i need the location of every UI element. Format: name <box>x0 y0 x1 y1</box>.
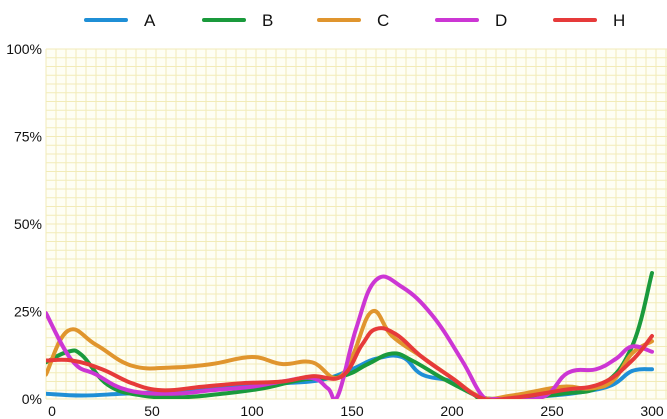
y-tick-label: 0% <box>22 391 42 407</box>
series-line-D <box>46 274 654 399</box>
x-tick-label: 0 <box>48 403 56 419</box>
y-tick-label: 75% <box>14 129 42 145</box>
legend-label-A: A <box>144 11 156 30</box>
y-tick-label: 100% <box>6 41 42 57</box>
x-tick-label: 200 <box>440 403 464 419</box>
legend-label-C: C <box>377 11 389 30</box>
series-line-H <box>46 326 654 399</box>
x-tick-label: 150 <box>340 403 364 419</box>
series-lines <box>46 271 654 399</box>
x-tick-label: 100 <box>240 403 264 419</box>
axis-tick-labels: 0% 25% 50% 75% 100% 0 50 100 150 200 250 300 <box>6 41 664 419</box>
x-tick-label: 250 <box>540 403 564 419</box>
series-line-B <box>46 271 654 399</box>
legend-label-D: D <box>495 11 507 30</box>
y-tick-label: 25% <box>14 304 42 320</box>
x-tick-label: 300 <box>640 403 664 419</box>
legend-label-H: H <box>613 11 625 30</box>
y-tick-label: 50% <box>14 216 42 232</box>
x-tick-label: 50 <box>144 403 160 419</box>
legend-label-B: B <box>262 11 273 30</box>
